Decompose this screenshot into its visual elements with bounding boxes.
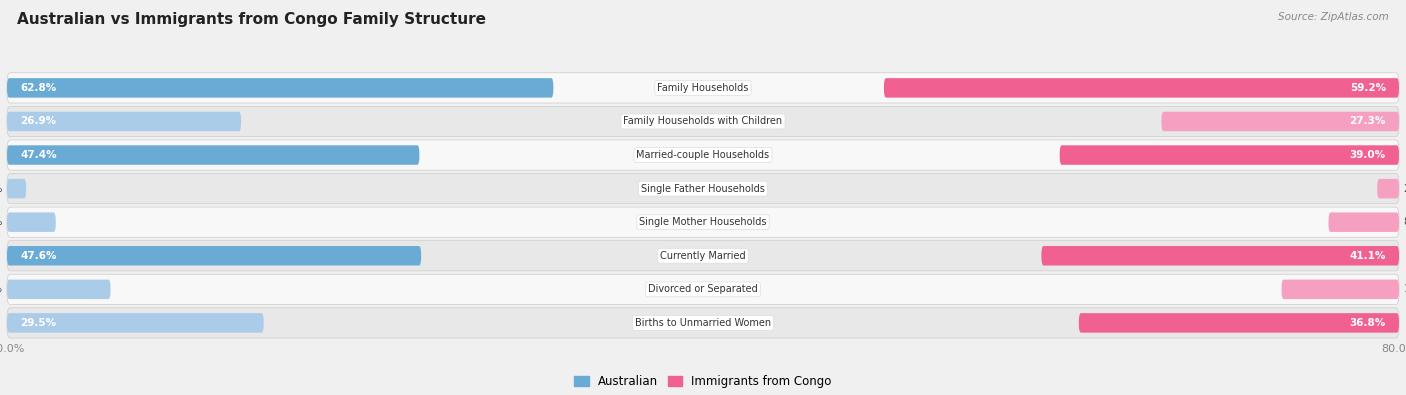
Text: Source: ZipAtlas.com: Source: ZipAtlas.com [1278,12,1389,22]
Text: Family Households with Children: Family Households with Children [623,117,783,126]
Text: Australian vs Immigrants from Congo Family Structure: Australian vs Immigrants from Congo Fami… [17,12,486,27]
Text: Divorced or Separated: Divorced or Separated [648,284,758,294]
Text: 41.1%: 41.1% [1350,251,1386,261]
Text: 29.5%: 29.5% [20,318,56,328]
Text: 2.2%: 2.2% [0,184,3,194]
Text: 13.5%: 13.5% [1403,284,1406,294]
FancyBboxPatch shape [1042,246,1399,265]
FancyBboxPatch shape [7,246,422,265]
FancyBboxPatch shape [7,207,1399,237]
Text: 5.6%: 5.6% [0,217,3,227]
FancyBboxPatch shape [7,241,1399,271]
Text: 62.8%: 62.8% [20,83,56,93]
Text: 59.2%: 59.2% [1350,83,1386,93]
FancyBboxPatch shape [1078,313,1399,333]
Text: Family Households: Family Households [658,83,748,93]
Text: 36.8%: 36.8% [1350,318,1386,328]
FancyBboxPatch shape [1329,213,1399,232]
FancyBboxPatch shape [7,213,56,232]
FancyBboxPatch shape [884,78,1399,98]
FancyBboxPatch shape [7,173,1399,204]
Legend: Australian, Immigrants from Congo: Australian, Immigrants from Congo [569,371,837,393]
Text: 2.5%: 2.5% [1403,184,1406,194]
FancyBboxPatch shape [1060,145,1399,165]
Text: Married-couple Households: Married-couple Households [637,150,769,160]
FancyBboxPatch shape [7,112,240,131]
Text: 8.1%: 8.1% [1403,217,1406,227]
FancyBboxPatch shape [7,280,111,299]
FancyBboxPatch shape [7,313,264,333]
Text: 39.0%: 39.0% [1350,150,1386,160]
FancyBboxPatch shape [7,73,1399,103]
Text: Currently Married: Currently Married [661,251,745,261]
Text: 47.6%: 47.6% [20,251,56,261]
Text: 11.9%: 11.9% [0,284,3,294]
FancyBboxPatch shape [1281,280,1399,299]
Text: Births to Unmarried Women: Births to Unmarried Women [636,318,770,328]
Text: 26.9%: 26.9% [20,117,56,126]
Text: 27.3%: 27.3% [1350,117,1386,126]
Text: 47.4%: 47.4% [20,150,56,160]
FancyBboxPatch shape [7,274,1399,305]
FancyBboxPatch shape [7,145,419,165]
FancyBboxPatch shape [7,78,554,98]
FancyBboxPatch shape [7,106,1399,137]
FancyBboxPatch shape [7,140,1399,170]
FancyBboxPatch shape [7,179,27,198]
Text: Single Father Households: Single Father Households [641,184,765,194]
Text: Single Mother Households: Single Mother Households [640,217,766,227]
FancyBboxPatch shape [1161,112,1399,131]
FancyBboxPatch shape [1378,179,1399,198]
FancyBboxPatch shape [7,308,1399,338]
